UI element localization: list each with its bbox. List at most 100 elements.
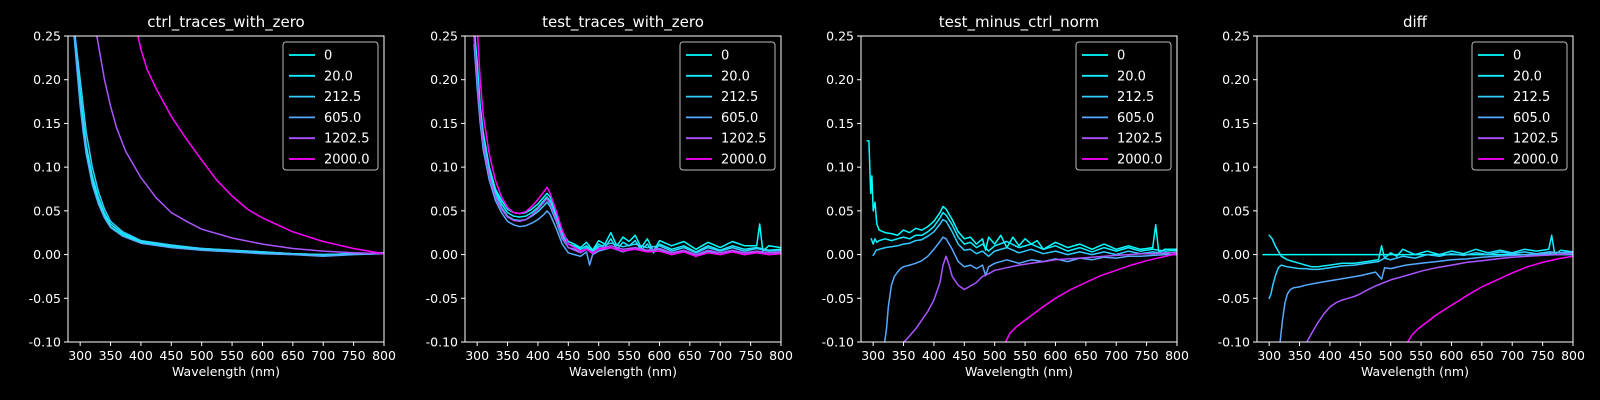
x-tick-label: 450 xyxy=(1348,348,1372,363)
series-line-1202.5 xyxy=(96,36,384,255)
series-line-20.0 xyxy=(473,36,781,254)
y-tick-label: -0.05 xyxy=(822,291,854,306)
series-line-605.0 xyxy=(73,36,384,258)
legend-entry: 1202.5 xyxy=(324,132,370,147)
legend-entry: 605.0 xyxy=(1117,111,1154,126)
x-tick-label: 650 xyxy=(281,348,305,363)
legend-entry: 212.5 xyxy=(1117,90,1154,105)
y-tick-label: 0.10 xyxy=(430,160,458,175)
x-tick-label: 500 xyxy=(983,348,1007,363)
x-tick-label: 400 xyxy=(1318,348,1342,363)
plot-frame xyxy=(1256,35,1574,343)
series-line-2000.0 xyxy=(1004,252,1177,342)
x-tick-label: 650 xyxy=(1470,348,1494,363)
y-tick-label: 0.20 xyxy=(33,72,61,87)
legend-entry: 20.0 xyxy=(324,69,353,84)
x-tick-label: 400 xyxy=(922,348,946,363)
series-line-605.0 xyxy=(883,236,1177,342)
series-line-212.5 xyxy=(872,218,1177,258)
y-tick-label: 0.10 xyxy=(826,160,854,175)
y-tick-label: 0.10 xyxy=(1222,160,1250,175)
y-tick-label: -0.05 xyxy=(426,291,458,306)
series-line-212.5 xyxy=(74,36,384,256)
y-tick-label: 0.20 xyxy=(826,72,854,87)
y-tick-label: 0.05 xyxy=(33,203,61,218)
y-tick-label: 0.15 xyxy=(430,116,458,131)
chart-panel-1: 300 350 400 450 500 550 600 650 700 750 800 -0.10 -0… xyxy=(426,13,793,379)
x-tick-label: 650 xyxy=(678,348,702,363)
y-tick-label: 0.05 xyxy=(1222,203,1250,218)
series-line-20.0 xyxy=(1268,234,1573,268)
legend-entry: 0 xyxy=(721,49,729,64)
series-line-212.5 xyxy=(473,36,781,254)
series-line-1202.5 xyxy=(473,36,781,256)
x-tick-label: 500 xyxy=(587,348,611,363)
x-tick-label: 400 xyxy=(526,348,550,363)
x-tick-label: 700 xyxy=(1104,348,1128,363)
series-line-1202.5 xyxy=(902,252,1177,342)
series-group xyxy=(866,140,1177,342)
y-tick-label: -0.05 xyxy=(29,291,61,306)
plot-frame xyxy=(67,35,385,343)
chart-panel-2: 300 350 400 450 500 550 600 650 700 750 800 -0.10 -0… xyxy=(822,13,1189,379)
legend: 0 20.0 212.5 605.0 1202.5 2000.0 xyxy=(1471,41,1568,171)
chart-title: ctrl_traces_with_zero xyxy=(147,13,304,32)
legend-entry: 2000.0 xyxy=(1513,153,1559,168)
legend: 0 20.0 212.5 605.0 1202.5 2000.0 xyxy=(1075,41,1172,171)
legend-entry: 1202.5 xyxy=(721,132,767,147)
x-tick-label: 400 xyxy=(129,348,153,363)
y-tick-label: 0.25 xyxy=(1222,29,1250,44)
legend-entry: 1202.5 xyxy=(1513,132,1559,147)
y-tick-label: -0.10 xyxy=(29,335,61,350)
chart-title: test_minus_ctrl_norm xyxy=(939,13,1100,32)
x-tick-label: 500 xyxy=(190,348,214,363)
x-tick-label: 700 xyxy=(708,348,732,363)
x-tick-label: 750 xyxy=(1531,348,1555,363)
legend-entry: 0 xyxy=(1117,49,1125,64)
series-line-1202.5 xyxy=(1306,252,1573,342)
x-tick-label: 550 xyxy=(220,348,244,363)
x-tick-label: 350 xyxy=(99,348,123,363)
legend-entry: 0 xyxy=(324,49,332,64)
series-line-2000.0 xyxy=(1406,255,1573,342)
x-tick-label: 600 xyxy=(648,348,672,363)
x-tick-label: 300 xyxy=(1257,348,1281,363)
x-tick-label: 600 xyxy=(251,348,275,363)
series-line-0 xyxy=(866,140,1177,254)
x-axis-label: Wavelength (nm) xyxy=(965,364,1073,379)
series-line-212.5 xyxy=(1268,251,1573,300)
series-group xyxy=(473,36,781,266)
y-tick-label: -0.10 xyxy=(1218,335,1250,350)
x-tick-label: 600 xyxy=(1044,348,1068,363)
legend-entry: 2000.0 xyxy=(721,153,767,168)
x-tick-label: 750 xyxy=(1135,348,1159,363)
x-tick-label: 700 xyxy=(1500,348,1524,363)
x-tick-label: 450 xyxy=(952,348,976,363)
legend-entry: 212.5 xyxy=(721,90,758,105)
legend: 0 20.0 212.5 605.0 1202.5 2000.0 xyxy=(282,41,379,171)
x-tick-label: 350 xyxy=(892,348,916,363)
y-tick-label: 0.20 xyxy=(430,72,458,87)
x-tick-label: 300 xyxy=(465,348,489,363)
y-tick-label: 0.25 xyxy=(826,29,854,44)
y-tick-label: 0.10 xyxy=(33,160,61,175)
y-tick-label: 0.00 xyxy=(430,247,458,262)
legend-entry: 0 xyxy=(1513,49,1521,64)
y-tick-label: -0.05 xyxy=(1218,291,1250,306)
x-tick-label: 750 xyxy=(739,348,763,363)
series-group xyxy=(73,36,384,258)
legend-entry: 212.5 xyxy=(1513,90,1550,105)
series-line-2000.0 xyxy=(137,36,384,255)
y-tick-label: -0.10 xyxy=(426,335,458,350)
chart-title: test_traces_with_zero xyxy=(542,13,704,32)
legend-entry: 212.5 xyxy=(324,90,361,105)
series-line-605.0 xyxy=(473,43,781,266)
legend-entry: 605.0 xyxy=(324,111,361,126)
x-tick-label: 700 xyxy=(311,348,335,363)
plot-frame xyxy=(860,35,1178,343)
y-tick-label: 0.15 xyxy=(826,116,854,131)
x-tick-label: 550 xyxy=(1409,348,1433,363)
x-axis-label: Wavelength (nm) xyxy=(172,364,280,379)
x-tick-label: 550 xyxy=(1013,348,1037,363)
